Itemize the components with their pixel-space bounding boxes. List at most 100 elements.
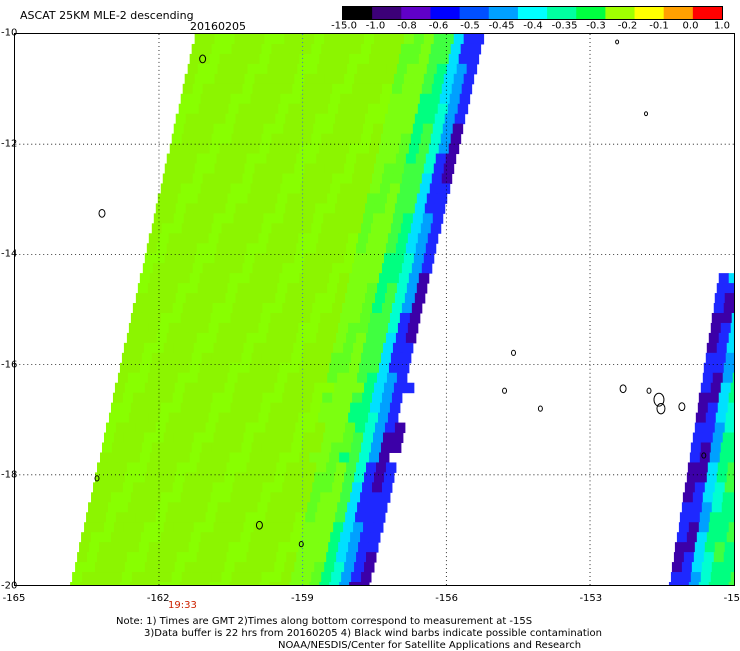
swath-cell	[186, 332, 198, 344]
swath-cell	[145, 293, 157, 304]
island-outline	[656, 402, 666, 415]
swath-cell	[369, 53, 380, 65]
swath-cell	[103, 522, 115, 533]
swath-cell	[452, 123, 464, 135]
swath-cell	[227, 502, 238, 513]
swath-cell	[261, 352, 272, 364]
swath-cell	[178, 233, 190, 244]
swath-cell	[240, 312, 251, 324]
swath-cell	[704, 542, 716, 553]
swath-cell	[150, 532, 162, 543]
swath-cell	[233, 123, 244, 135]
swath-cell	[299, 452, 310, 463]
swath-cell	[297, 193, 308, 204]
swath-cell	[710, 442, 722, 453]
swath-cell	[238, 542, 249, 553]
color-scale-label: -0.1	[649, 20, 669, 32]
swath-cell	[237, 193, 248, 204]
swath-cell	[322, 392, 333, 404]
swath-cell	[414, 293, 426, 304]
swath-cell	[700, 442, 712, 453]
swath-cell	[168, 322, 180, 334]
swath-cell	[719, 452, 731, 463]
swath-cell	[169, 452, 181, 463]
swath-cell	[466, 63, 478, 75]
swath-cell	[346, 332, 357, 344]
swath-cell	[351, 442, 362, 453]
swath-cell	[723, 362, 734, 374]
swath-cell	[364, 253, 375, 264]
swath-cell	[219, 362, 231, 374]
swath-cell	[221, 43, 233, 55]
swath-cell	[366, 153, 377, 165]
swath-cell	[304, 34, 315, 45]
swath-cell	[180, 312, 192, 324]
swath-cell	[730, 572, 734, 583]
swath-cell	[296, 552, 307, 563]
swath-cell	[199, 273, 211, 284]
swath-cell	[302, 83, 313, 95]
swath-cell	[195, 113, 207, 125]
swath-cell	[188, 412, 200, 424]
swath-cell	[244, 472, 255, 483]
swath-cell	[331, 133, 342, 145]
swath-cell	[333, 522, 344, 533]
swath-cell	[228, 322, 239, 334]
color-scale-label: -0.5	[460, 20, 480, 32]
swath-cell	[216, 462, 228, 473]
swath-cell	[303, 432, 314, 444]
swath-cell	[268, 103, 279, 115]
swath-cell	[436, 193, 448, 204]
swath-cell	[263, 432, 274, 444]
swath-cell	[326, 243, 337, 254]
swath-cell	[337, 283, 348, 294]
swath-cell	[720, 322, 732, 334]
swath-cell	[294, 382, 305, 394]
swath-cell	[149, 582, 161, 585]
swath-cell	[293, 342, 304, 354]
swath-cell	[137, 372, 149, 384]
swath-cell	[316, 243, 327, 254]
swath-cell	[303, 213, 314, 224]
swath-cell	[323, 213, 334, 224]
swath-cell	[287, 193, 298, 204]
swath-cell	[172, 482, 184, 493]
swath-cell	[450, 43, 462, 55]
swath-cell	[325, 203, 336, 214]
swath-cell	[351, 223, 362, 234]
swath-cell	[418, 53, 430, 65]
color-scale-label: -0.4	[523, 20, 543, 32]
swath-cell	[715, 352, 727, 364]
swath-cell	[718, 522, 730, 533]
swath-cell	[335, 203, 346, 214]
swath-cell	[261, 442, 272, 453]
swath-cell	[159, 362, 171, 374]
swath-cell	[387, 412, 399, 424]
swath-cell	[295, 422, 306, 434]
swath-cell	[425, 243, 437, 254]
swath-cell	[357, 63, 368, 75]
swath-cell	[329, 273, 340, 284]
swath-cell	[288, 233, 299, 244]
swath-cell	[124, 562, 136, 573]
swath-cell	[314, 253, 325, 264]
swath-cell	[242, 263, 253, 274]
swath-cell	[331, 352, 342, 364]
swath-cell	[204, 562, 216, 573]
swath-cell	[178, 103, 190, 115]
swath-cell	[129, 362, 141, 374]
swath-cell	[234, 73, 245, 85]
swath-cell	[219, 53, 231, 65]
swath-cell	[344, 34, 355, 45]
swath-cell	[688, 522, 700, 533]
note-line-3: NOAA/NESDIS/Center for Satellite Applica…	[278, 640, 582, 651]
swath-cell	[155, 422, 167, 434]
swath-cell	[291, 572, 302, 583]
swath-cell	[254, 163, 265, 174]
swath-cell	[89, 542, 100, 553]
swath-cell	[149, 452, 161, 463]
swath-cell	[300, 312, 311, 324]
swath-cell	[270, 532, 281, 543]
swath-cell	[302, 173, 313, 184]
swath-cell	[222, 303, 234, 314]
